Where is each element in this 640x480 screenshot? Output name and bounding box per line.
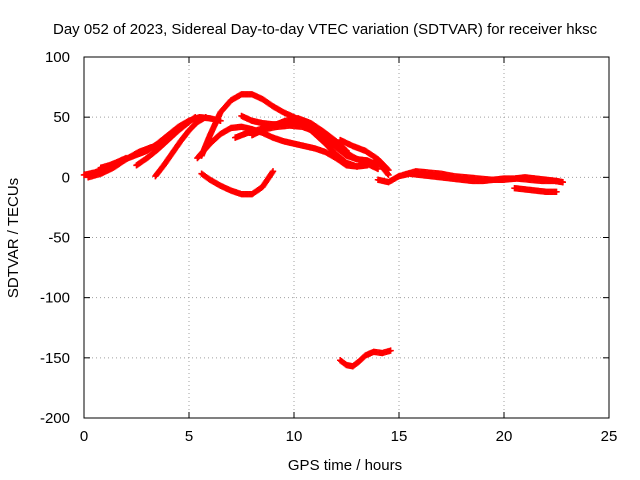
- x-tick-label: 20: [496, 428, 513, 445]
- data-point: [191, 114, 198, 122]
- data-point: [387, 347, 394, 354]
- y-tick-label: -50: [48, 230, 70, 247]
- y-tick-label: 100: [45, 49, 70, 66]
- tick-labels: 0 5 10 15 20 25 -200 -150 -100 -50 0 50 100: [40, 49, 617, 445]
- x-tick-label: 0: [80, 428, 88, 445]
- series-arc-16: [337, 347, 394, 370]
- y-tick-label: 50: [53, 109, 70, 126]
- data-point: [202, 113, 209, 121]
- data-point: [385, 166, 392, 174]
- x-tick-label: 10: [286, 428, 303, 445]
- y-tick-label: -200: [40, 410, 70, 427]
- x-tick-label: 5: [185, 428, 193, 445]
- data-point: [384, 165, 391, 173]
- x-tick-label: 25: [601, 428, 618, 445]
- x-axis-label: GPS time / hours: [288, 457, 402, 474]
- chart-title: Day 052 of 2023, Sidereal Day-to-day VTE…: [53, 21, 598, 38]
- data-point: [192, 113, 199, 121]
- series-arc-15: [511, 184, 560, 195]
- data-points: [80, 91, 566, 370]
- x-tick-label: 15: [391, 428, 408, 445]
- data-point: [374, 165, 382, 173]
- data-point: [559, 178, 566, 186]
- y-tick-label: -150: [40, 350, 70, 367]
- data-point: [553, 188, 560, 195]
- series-arc-10: [248, 122, 382, 173]
- y-axis-label: SDTVAR / TECUs: [5, 178, 22, 298]
- series-arc-14: [400, 168, 566, 186]
- axis-ticks: [83, 56, 610, 419]
- y-tick-label: -100: [40, 290, 70, 307]
- y-tick-label: 0: [62, 169, 70, 186]
- series-arc-4: [133, 113, 199, 169]
- data-point: [268, 169, 276, 176]
- series-arc-5: [152, 113, 209, 180]
- series-arc-11: [198, 168, 277, 198]
- series-arc-12: [337, 136, 392, 174]
- data-point: [269, 168, 277, 175]
